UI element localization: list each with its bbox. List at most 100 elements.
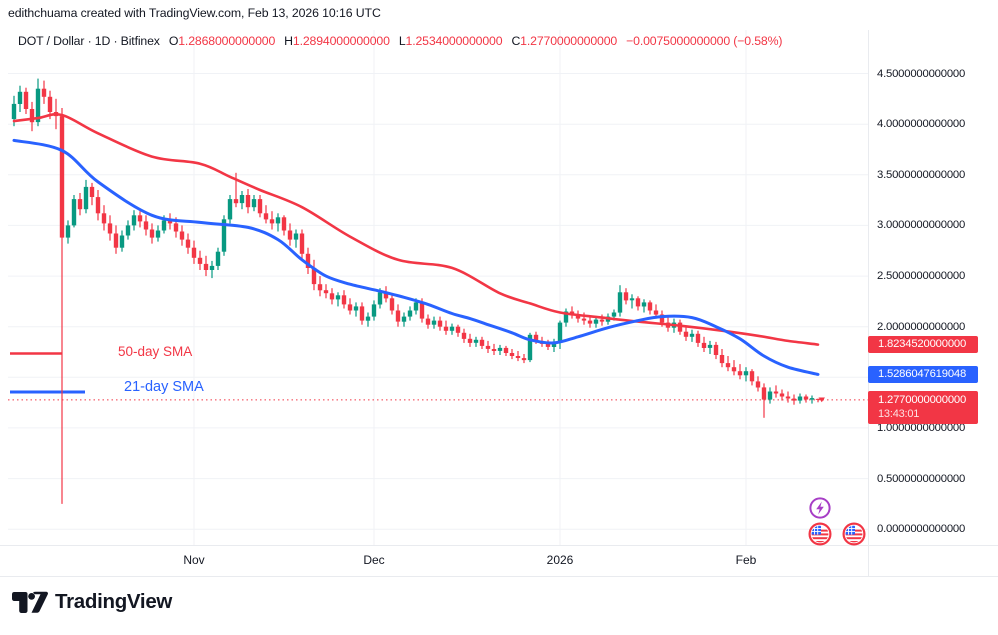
candle (371, 304, 377, 317)
candle (755, 381, 761, 388)
candle (71, 199, 77, 226)
last-price-marker (818, 397, 825, 403)
price-tick-label: 4.5000000000000 (877, 67, 966, 80)
price-tick-label: 0.5000000000000 (877, 472, 966, 485)
tradingview-logo[interactable]: TradingView (12, 590, 172, 614)
candle (275, 217, 281, 224)
candle (383, 292, 389, 299)
sma-21-line[interactable] (12, 138, 820, 376)
candle (287, 230, 293, 240)
candle (215, 251, 221, 266)
candle (623, 292, 629, 301)
candle (125, 225, 131, 236)
candle (437, 320, 443, 327)
price-tick-label: 1.0000000000000 (877, 421, 966, 434)
candle (65, 225, 71, 238)
candle (35, 88, 41, 123)
high-value: 1.2894000000000 (292, 34, 390, 48)
candle (791, 398, 797, 401)
candle (599, 319, 605, 322)
candle (155, 230, 161, 238)
last-price-value: 1.2770000000000 (878, 394, 967, 407)
candle (365, 316, 371, 321)
candle (347, 304, 353, 311)
candle (779, 393, 785, 397)
low-label: L (398, 34, 406, 48)
candle (617, 292, 623, 313)
time-axis-label: 2026 (546, 553, 574, 567)
candle (743, 371, 749, 376)
candle (221, 219, 227, 252)
ohlc-low: L1.2534000000000 (399, 34, 503, 48)
time-axis-label: Feb (735, 553, 757, 567)
candle (59, 116, 65, 238)
price-tick-label: 4.0000000000000 (877, 118, 966, 131)
candle (119, 235, 125, 248)
candle (737, 371, 743, 376)
axis-borders (0, 30, 998, 577)
candle (377, 292, 383, 305)
candle (299, 233, 305, 254)
candle (257, 199, 263, 214)
candle (401, 316, 407, 322)
vertical-gridlines (193, 30, 747, 545)
candle (239, 195, 245, 204)
candle (23, 91, 29, 109)
candle (479, 339, 485, 346)
candle (521, 358, 527, 361)
candle (797, 396, 803, 401)
last-price-tag: 1.2770000000000 13:43:01 (868, 391, 978, 425)
candle (533, 334, 539, 341)
candle (251, 199, 257, 208)
candle (77, 199, 83, 210)
candle (137, 215, 143, 222)
candle (47, 96, 53, 112)
candle (707, 344, 713, 348)
candle (359, 306, 365, 321)
candle (761, 387, 767, 400)
candle (305, 253, 311, 268)
candle (701, 342, 707, 348)
candle (425, 318, 431, 325)
open-label: O (168, 34, 179, 48)
candle (449, 326, 455, 331)
candle (269, 219, 275, 224)
candle (491, 349, 497, 351)
price-tick-label: 2.0000000000000 (877, 320, 966, 333)
candle (191, 247, 197, 258)
us-flag-event-icon[interactable] (808, 522, 832, 546)
bar-countdown: 13:43:01 (878, 408, 920, 421)
price-tick-label: 2.5000000000000 (877, 270, 966, 283)
candle (245, 195, 251, 208)
candle (749, 371, 755, 382)
candle (113, 233, 119, 248)
candle (473, 339, 479, 343)
candle (209, 265, 215, 270)
sma-annotation-lines (10, 352, 85, 394)
candle (407, 310, 413, 317)
candle (551, 342, 557, 347)
candle (41, 88, 47, 97)
sma-50-line[interactable] (12, 112, 820, 346)
candle (317, 284, 323, 291)
candle (461, 332, 467, 339)
price-change: −0.0075000000000 (−0.58%) (626, 34, 783, 48)
candle (653, 310, 659, 315)
candle (293, 233, 299, 240)
candle (233, 199, 239, 204)
candle (185, 239, 191, 248)
lightning-event-icon[interactable] (809, 497, 831, 519)
us-flag-event-icon[interactable] (842, 522, 866, 546)
low-value: 1.2534000000000 (405, 34, 503, 48)
sma50-price-tag: 1.8234520000000 (868, 336, 978, 354)
sma50-label: 50-day SMA (118, 344, 193, 359)
candle (815, 398, 821, 400)
candle (311, 267, 317, 285)
candle (323, 290, 329, 294)
last-price-arrow (818, 397, 825, 403)
candle (647, 302, 653, 311)
candle (629, 298, 635, 301)
candle (509, 353, 515, 356)
